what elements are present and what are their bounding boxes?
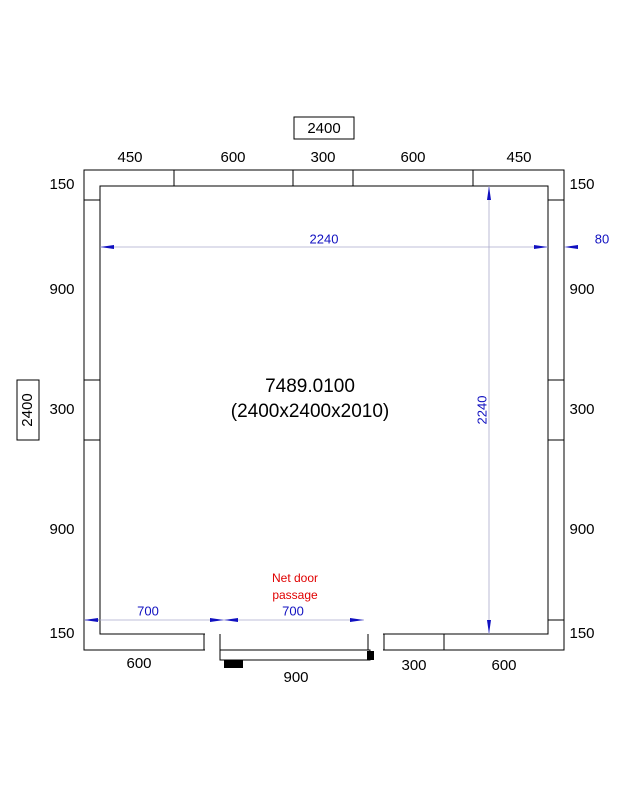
door-hinge — [224, 660, 243, 668]
door-note: Net door — [272, 571, 318, 585]
label-box — [293, 116, 355, 140]
door-passage-width: 700 — [282, 603, 304, 618]
panel-dim: 900 — [49, 521, 74, 538]
panel-dim: 150 — [569, 176, 594, 193]
inner-depth: 2240 — [474, 396, 489, 425]
room-code: 7489.0100 — [265, 376, 355, 397]
panel-dim: 600 — [400, 149, 425, 166]
panel-dim: 300 — [569, 401, 594, 418]
panel-dim: 900 — [569, 281, 594, 298]
panel-dim: 300 — [401, 657, 426, 674]
door-offset: 700 — [137, 603, 159, 618]
room-size: (2400x2400x2010) — [231, 401, 389, 422]
panel-dim: 450 — [506, 149, 531, 166]
inner-width: 2240 — [310, 231, 339, 246]
door-note: passage — [272, 588, 318, 602]
panel-dim: 600 — [126, 655, 151, 672]
door-gap — [205, 632, 383, 652]
panel-dim: 150 — [49, 176, 74, 193]
panel-dim: 600 — [220, 149, 245, 166]
panel-dim: 150 — [569, 625, 594, 642]
label-box — [16, 379, 40, 441]
panel-dim: 900 — [569, 521, 594, 538]
overall-depth: 2400 — [19, 393, 36, 426]
panel-dim: 450 — [117, 149, 142, 166]
panel-dim: 300 — [310, 149, 335, 166]
door-latch — [367, 651, 374, 660]
wall-thickness: 80 — [595, 231, 609, 246]
panel-dim: 900 — [283, 669, 308, 686]
panel-dim: 900 — [49, 281, 74, 298]
panel-dim: 300 — [49, 401, 74, 418]
panel-dim: 600 — [491, 657, 516, 674]
overall-width: 2400 — [307, 120, 340, 137]
panel-dim: 150 — [49, 625, 74, 642]
